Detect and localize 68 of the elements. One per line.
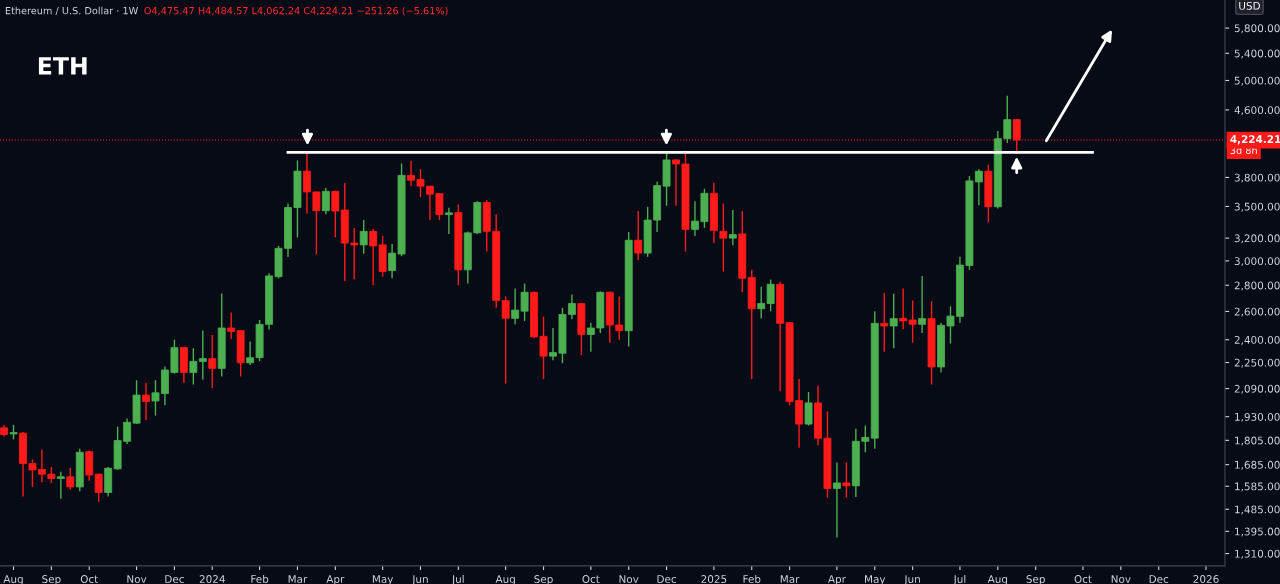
y-tick-label: 2,800.00 (1234, 281, 1280, 291)
candlestick (66, 467, 75, 491)
ref-line-label: 4,224.21 (1230, 135, 1280, 145)
y-tick-label: 2,600.00 (1234, 307, 1280, 317)
candlestick (227, 311, 236, 340)
y-tick-label: 2,090.00 (1234, 384, 1280, 394)
x-tick-label: 2024 (199, 575, 225, 583)
candlestick (444, 207, 453, 235)
annotation: O4,475.47 H4,484.57 L4,062.24 C4,224.21 −251.26 (−5.61%) (144, 6, 448, 16)
candlestick (766, 278, 775, 312)
candlestick (918, 275, 927, 334)
y-tick-label: 2,400.00 (1234, 335, 1280, 345)
y-tick-label: 5,400.00 (1234, 49, 1280, 59)
y-tick-label: 1,310.00 (1235, 549, 1280, 559)
y-axis-title: USD (1239, 1, 1260, 10)
candlestick (757, 286, 766, 320)
x-tick-label: Feb (251, 574, 269, 583)
candlestick (832, 461, 841, 539)
y-tick-label: 3,800.00 (1234, 173, 1280, 183)
candlestick (719, 202, 728, 273)
x-tick-label: Oct (582, 575, 600, 583)
y-tick-label: 3,000.00 (1234, 257, 1280, 267)
candlestick (94, 473, 103, 503)
x-tick-label: Oct (1074, 575, 1092, 583)
x-tick-label: Dec (657, 575, 676, 583)
y-tick-label: 5,000.00 (1234, 76, 1280, 86)
y-tick-label: 2,250.00 (1234, 358, 1280, 368)
x-tick-label: Feb (743, 574, 761, 583)
candlestick (56, 470, 65, 500)
candlestick (889, 293, 898, 349)
candlestick (85, 450, 94, 482)
text: ETH (38, 57, 87, 75)
x-tick-label: 2026 (1193, 575, 1219, 583)
candlestick (728, 209, 737, 246)
candlestick (321, 187, 330, 216)
y-tick-label: 3,500.00 (1234, 202, 1280, 212)
x-tick-label: Jun (411, 575, 428, 584)
candlestick (359, 219, 368, 255)
x-tick-label: Jun (903, 575, 920, 584)
x-tick-label: Nov (127, 575, 147, 583)
candlestick (880, 292, 889, 353)
candlestick (331, 189, 340, 239)
x-tick-label: Jul (451, 574, 464, 584)
x-tick-label: Nov (1111, 575, 1131, 583)
x-tick-label: Dec (1149, 575, 1169, 583)
candlestick (634, 210, 643, 262)
y-tick-label: 1,395.00 (1235, 527, 1280, 537)
x-tick-label: Nov (619, 575, 639, 583)
y-tick-label: 4,600.00 (1234, 106, 1280, 116)
y-tick-label: 3,200.00 (1234, 234, 1280, 244)
y-tick-label: 5,800.00 (1234, 24, 1280, 34)
candlestick (842, 461, 851, 499)
x-tick-label: Oct (80, 575, 98, 583)
candlestick (501, 295, 510, 385)
candlestick (142, 382, 150, 421)
candlestick (804, 391, 813, 427)
text: Ethereum / U.S. Dollar · 1W (5, 6, 138, 16)
candlestick (208, 334, 217, 389)
x-tick-label: Mar (780, 575, 800, 583)
x-tick-label: Mar (288, 575, 308, 583)
x-tick-label: Jul (953, 574, 966, 584)
x-tick-label: Dec (165, 575, 184, 583)
y-tick-label: 1,585.00 (1235, 482, 1280, 492)
y-tick-label: 1,685.00 (1235, 460, 1280, 470)
y-tick-label: 1,805.00 (1235, 436, 1280, 446)
y-tick-label: 1,485.00 (1235, 505, 1280, 515)
x-tick-label: 2025 (701, 575, 727, 583)
y-tick-label: 1,930.00 (1235, 412, 1280, 422)
